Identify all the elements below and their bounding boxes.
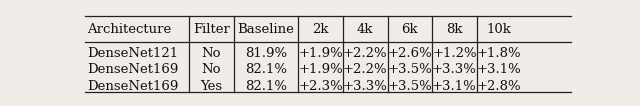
Text: +2.8%: +2.8% <box>477 80 522 93</box>
Text: 8k: 8k <box>446 23 463 36</box>
Text: +1.8%: +1.8% <box>477 47 522 60</box>
Text: DenseNet169: DenseNet169 <box>88 63 179 76</box>
Text: 10k: 10k <box>486 23 511 36</box>
Text: 82.1%: 82.1% <box>245 80 287 93</box>
Text: +1.9%: +1.9% <box>298 47 343 60</box>
Text: 4k: 4k <box>357 23 374 36</box>
Text: +3.1%: +3.1% <box>432 80 477 93</box>
Text: +2.2%: +2.2% <box>343 47 387 60</box>
Text: 6k: 6k <box>401 23 418 36</box>
Text: +1.9%: +1.9% <box>298 63 343 76</box>
Text: +3.1%: +3.1% <box>477 63 522 76</box>
Text: +3.5%: +3.5% <box>387 80 432 93</box>
Text: No: No <box>202 63 221 76</box>
Text: Yes: Yes <box>200 80 223 93</box>
Text: Baseline: Baseline <box>237 23 294 36</box>
Text: +3.5%: +3.5% <box>387 63 432 76</box>
Text: +3.3%: +3.3% <box>432 63 477 76</box>
Text: Architecture: Architecture <box>88 23 172 36</box>
Text: Filter: Filter <box>193 23 230 36</box>
Text: +2.2%: +2.2% <box>343 63 387 76</box>
Text: DenseNet121: DenseNet121 <box>88 47 179 60</box>
Text: No: No <box>202 47 221 60</box>
Text: +3.3%: +3.3% <box>343 80 388 93</box>
Text: +1.2%: +1.2% <box>432 47 477 60</box>
Text: DenseNet169: DenseNet169 <box>88 80 179 93</box>
Text: 82.1%: 82.1% <box>245 63 287 76</box>
Text: 81.9%: 81.9% <box>245 47 287 60</box>
Text: +2.6%: +2.6% <box>387 47 432 60</box>
Text: 2k: 2k <box>312 23 329 36</box>
Text: +2.3%: +2.3% <box>298 80 343 93</box>
